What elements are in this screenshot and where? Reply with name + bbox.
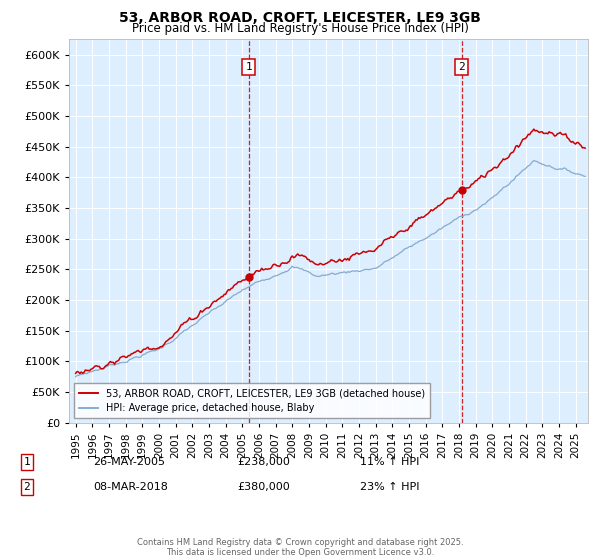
Text: 1: 1 [23, 457, 31, 467]
Text: 2: 2 [23, 482, 31, 492]
Text: 08-MAR-2018: 08-MAR-2018 [93, 482, 168, 492]
Text: 53, ARBOR ROAD, CROFT, LEICESTER, LE9 3GB: 53, ARBOR ROAD, CROFT, LEICESTER, LE9 3G… [119, 11, 481, 25]
Legend: 53, ARBOR ROAD, CROFT, LEICESTER, LE9 3GB (detached house), HPI: Average price, : 53, ARBOR ROAD, CROFT, LEICESTER, LE9 3G… [74, 384, 430, 418]
Text: £380,000: £380,000 [237, 482, 290, 492]
Text: Contains HM Land Registry data © Crown copyright and database right 2025.
This d: Contains HM Land Registry data © Crown c… [137, 538, 463, 557]
Text: 2: 2 [458, 62, 465, 72]
Text: 26-MAY-2005: 26-MAY-2005 [93, 457, 165, 467]
Text: 1: 1 [245, 62, 252, 72]
Text: 11% ↑ HPI: 11% ↑ HPI [360, 457, 419, 467]
Text: 23% ↑ HPI: 23% ↑ HPI [360, 482, 419, 492]
Text: £238,000: £238,000 [237, 457, 290, 467]
Text: Price paid vs. HM Land Registry's House Price Index (HPI): Price paid vs. HM Land Registry's House … [131, 22, 469, 35]
